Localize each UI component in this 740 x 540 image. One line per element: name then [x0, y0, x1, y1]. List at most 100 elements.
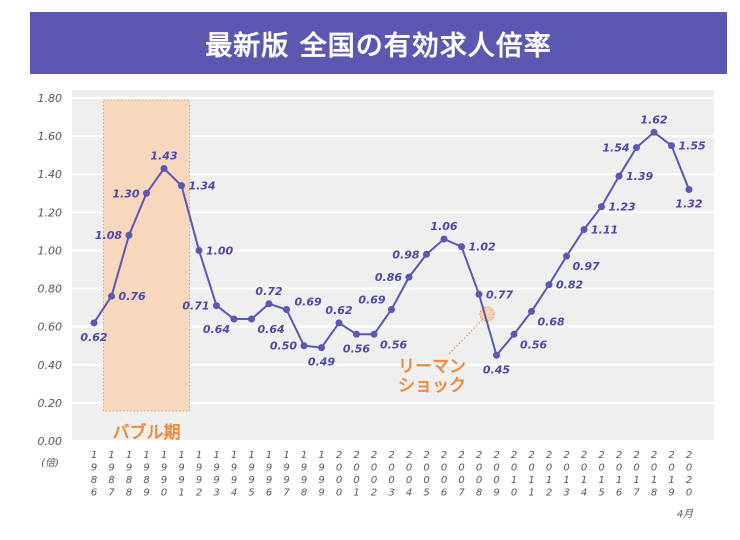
- x-tick-label: 0: [406, 463, 412, 474]
- x-tick-label: 1: [318, 450, 324, 461]
- x-tick-label: 0: [458, 475, 464, 486]
- data-label: 0.56: [380, 338, 407, 351]
- x-tick-label: 2: [371, 450, 377, 461]
- x-tick-label: 2: [651, 450, 657, 461]
- data-point: [458, 243, 465, 251]
- x-tick-label: 2: [616, 450, 622, 461]
- x-tick-label: 2: [686, 450, 692, 461]
- data-label: 1.39: [626, 170, 653, 183]
- data-point: [195, 246, 203, 254]
- x-tick-label: 3: [563, 488, 569, 499]
- x-tick-label: 9: [143, 488, 149, 499]
- data-point: [423, 250, 430, 258]
- x-tick-label: 2: [371, 488, 377, 499]
- x-tick-label: 0: [546, 463, 552, 474]
- x-tick-label: 9: [213, 475, 219, 486]
- x-tick-label: 9: [91, 463, 97, 474]
- x-tick-label: 1: [91, 450, 97, 461]
- x-tick-label: 5: [598, 488, 604, 499]
- x-tick-label: 0: [528, 463, 534, 474]
- x-tick-label: 0: [353, 475, 359, 486]
- data-point: [108, 292, 115, 300]
- y-tick-label: 1.40: [38, 168, 63, 181]
- x-tick-label: 2: [353, 450, 359, 461]
- x-tick-label: 2: [528, 450, 534, 461]
- data-label: 0.86: [375, 271, 402, 284]
- x-tick-label: 1: [248, 450, 254, 461]
- x-tick-label: 9: [266, 475, 272, 486]
- x-tick-label: 2: [476, 450, 482, 461]
- data-point: [405, 273, 413, 281]
- x-tick-label: 0: [616, 463, 622, 474]
- x-tick-label: 7: [108, 488, 115, 499]
- x-tick-label: 0: [563, 463, 569, 474]
- data-label: 0.68: [538, 315, 565, 328]
- lehman-leader-line: [447, 319, 483, 356]
- data-label: 1.34: [189, 180, 216, 193]
- data-point: [510, 330, 518, 338]
- x-tick-label: 1: [616, 475, 622, 486]
- x-tick-label: 1: [196, 450, 202, 461]
- data-label: 0.69: [295, 296, 322, 309]
- x-tick-label: 9: [248, 475, 254, 486]
- x-tick-label: 0: [336, 463, 342, 474]
- x-tick-label: 0: [336, 475, 342, 486]
- x-tick-label: 9: [301, 475, 307, 486]
- x-tick-label: 2: [336, 450, 342, 461]
- x-tick-label: 0: [388, 475, 394, 486]
- data-point: [265, 300, 273, 308]
- x-tick-label: 8: [301, 488, 307, 499]
- data-point: [563, 252, 570, 260]
- data-point: [650, 128, 658, 136]
- x-tick-label: 7: [458, 488, 465, 499]
- data-point: [283, 306, 290, 314]
- x-tick-label: 8: [91, 475, 97, 486]
- x-tick-label: 7: [633, 488, 640, 499]
- x-tick-label: 0: [441, 463, 447, 474]
- data-point: [528, 307, 535, 315]
- last-month-note: 4月: [677, 509, 694, 520]
- y-axis-unit: (倍): [41, 457, 59, 469]
- x-tick-label: 2: [423, 450, 429, 461]
- data-point: [475, 290, 483, 298]
- data-point: [213, 302, 220, 310]
- x-tick-label: 2: [388, 450, 394, 461]
- x-tick-label: 1: [598, 475, 604, 486]
- data-label: 1.30: [112, 187, 139, 200]
- data-point: [230, 315, 238, 323]
- y-tick-label: 1.00: [38, 244, 63, 257]
- x-tick-label: 0: [651, 463, 657, 474]
- data-point: [90, 319, 98, 327]
- data-label: 0.56: [343, 342, 370, 355]
- x-tick-label: 1: [528, 475, 534, 486]
- x-tick-label: 4: [406, 488, 412, 499]
- data-label: 1.08: [95, 229, 122, 242]
- data-point: [125, 231, 133, 239]
- data-label: 1.55: [679, 140, 706, 153]
- x-tick-label: 2: [441, 450, 447, 461]
- x-tick-label: 0: [686, 463, 692, 474]
- data-label: 0.64: [258, 323, 285, 336]
- x-tick-label: 0: [388, 463, 394, 474]
- data-label: 0.49: [308, 356, 335, 369]
- x-tick-label: 0: [476, 475, 482, 486]
- data-label: 1.43: [150, 150, 177, 163]
- data-point: [335, 319, 343, 327]
- x-tick-label: 9: [668, 488, 674, 499]
- x-tick-label: 2: [581, 450, 587, 461]
- x-tick-label: 0: [336, 488, 342, 499]
- x-tick-label: 8: [476, 488, 482, 499]
- x-tick-label: 2: [668, 450, 674, 461]
- y-tick-label: 0.60: [38, 321, 63, 334]
- x-tick-label: 9: [178, 475, 184, 486]
- x-tick-label: 2: [598, 450, 604, 461]
- x-tick-label: 0: [353, 463, 359, 474]
- x-tick-label: 9: [196, 475, 202, 486]
- x-tick-label: 0: [476, 463, 482, 474]
- x-tick-label: 9: [318, 488, 324, 499]
- x-tick-label: 1: [126, 450, 132, 461]
- chart-title: 最新版 全国の有効求人倍率: [30, 12, 727, 74]
- x-tick-label: 9: [178, 463, 184, 474]
- x-tick-label: 9: [301, 463, 307, 474]
- x-tick-label: 2: [406, 450, 412, 461]
